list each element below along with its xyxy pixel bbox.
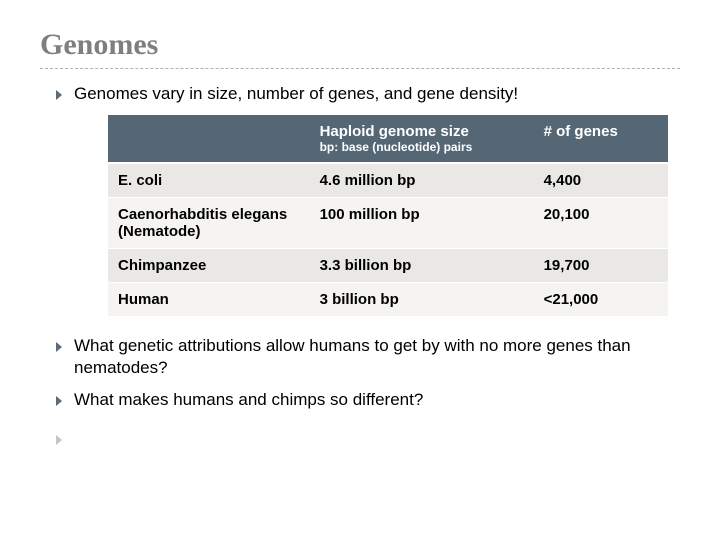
bullet-text: What genetic attributions allow humans t…: [74, 335, 680, 379]
table-cell: Caenorhabditis elegans (Nematode): [108, 198, 310, 249]
table-row: Caenorhabditis elegans (Nematode) 100 mi…: [108, 198, 668, 249]
table-cell: 4,400: [534, 163, 668, 198]
table-cell: 3.3 billion bp: [310, 249, 534, 283]
triangle-bullet-icon: [56, 396, 62, 406]
table-row: Chimpanzee 3.3 billion bp 19,700: [108, 249, 668, 283]
table-row: E. coli 4.6 million bp 4,400: [108, 163, 668, 198]
triangle-bullet-icon: [56, 342, 62, 352]
table-cell: 3 billion bp: [310, 283, 534, 317]
table-cell: 19,700: [534, 249, 668, 283]
triangle-bullet-hollow-icon: [56, 435, 62, 445]
table-row: Human 3 billion bp <21,000: [108, 283, 668, 317]
table-header: # of genes: [534, 115, 668, 163]
genome-table-container: Haploid genome size bp: base (nucleotide…: [108, 115, 668, 317]
header-sublabel: bp: base (nucleotide) pairs: [320, 140, 524, 154]
table-cell: 100 million bp: [310, 198, 534, 249]
page-title: Genomes: [40, 28, 680, 62]
genome-table: Haploid genome size bp: base (nucleotide…: [108, 115, 668, 317]
bullet-item: Genomes vary in size, number of genes, a…: [40, 83, 680, 105]
table-header: Haploid genome size bp: base (nucleotide…: [310, 115, 534, 163]
bullet-text: Genomes vary in size, number of genes, a…: [74, 83, 518, 105]
table-cell: E. coli: [108, 163, 310, 198]
header-label: Haploid genome size: [320, 123, 469, 140]
triangle-bullet-icon: [56, 90, 62, 100]
title-divider: [40, 68, 680, 69]
table-cell: Chimpanzee: [108, 249, 310, 283]
bullet-text: What makes humans and chimps so differen…: [74, 389, 423, 411]
table-header: [108, 115, 310, 163]
bullet-item: What genetic attributions allow humans t…: [40, 335, 680, 379]
table-cell: 4.6 million bp: [310, 163, 534, 198]
table-cell: <21,000: [534, 283, 668, 317]
bullet-item: What makes humans and chimps so differen…: [40, 389, 680, 411]
table-cell: Human: [108, 283, 310, 317]
header-label: # of genes: [544, 123, 618, 140]
table-cell: 20,100: [534, 198, 668, 249]
